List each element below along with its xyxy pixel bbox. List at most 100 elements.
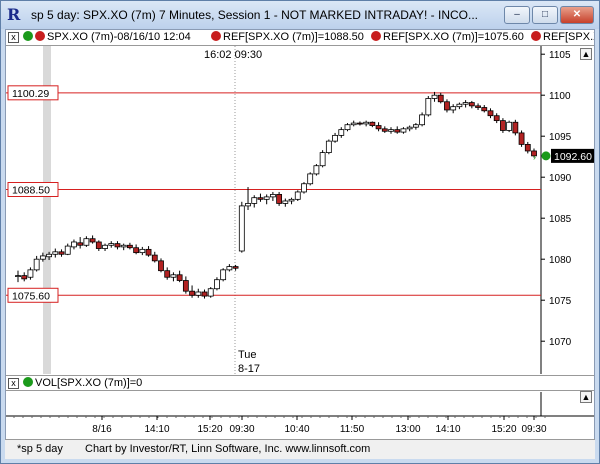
price-pane [6, 46, 594, 376]
x-tick-label: 11:50 [340, 424, 365, 435]
candle-body [145, 248, 152, 256]
legend-close-button[interactable]: x [8, 32, 19, 43]
chart-tab[interactable]: *sp 5 day [17, 443, 63, 455]
candle-body [512, 121, 519, 134]
candle-body [431, 94, 438, 99]
candle-body [288, 198, 295, 202]
candle-body [307, 173, 314, 185]
y-tick-label: 1085 [549, 214, 572, 225]
scale-down-button[interactable]: ▲ [580, 391, 592, 403]
series-status-icon [23, 31, 33, 41]
candle-body [282, 200, 289, 204]
candle-body [462, 102, 469, 105]
candle-body [493, 115, 500, 122]
candle-body [350, 122, 357, 126]
candle-body [500, 120, 506, 131]
y-tick-label: 1075 [549, 296, 572, 307]
candle-body [232, 266, 239, 269]
session-separator-band [43, 46, 51, 374]
x-tick-label: 8/16 [92, 424, 112, 435]
candle-body [58, 251, 65, 255]
candle-body [487, 110, 494, 117]
candle-body [381, 128, 388, 132]
candle-body [39, 255, 46, 260]
candlestick-chart[interactable]: 1070 1075 1080 1085 1090 1095 1100 1105 1100.29 1… [6, 46, 594, 438]
y-tick-label: 1080 [549, 255, 572, 266]
maximize-button[interactable]: □ [532, 6, 558, 24]
candle-body [313, 165, 320, 175]
candle-body [394, 129, 401, 133]
candle-body [176, 274, 183, 281]
candle-body [437, 94, 444, 103]
candle-body [388, 129, 394, 132]
candle-body [139, 248, 146, 254]
minimize-button[interactable]: – [504, 6, 530, 24]
candle-body [77, 242, 84, 246]
legend-ref1[interactable]: REF[SPX.XO (7m)]=1088.50 [211, 31, 364, 43]
candle-body [46, 253, 52, 258]
candle-body [524, 144, 531, 152]
candle-body [400, 128, 407, 133]
volume-legend-row: x VOL[SPX.XO (7m)]=0 [6, 375, 594, 391]
candle-body [189, 290, 195, 296]
ref2-color-icon [371, 31, 381, 41]
candle-body [33, 258, 40, 271]
volume-close-button[interactable]: x [8, 378, 19, 389]
candle-body [52, 251, 59, 255]
candle-body [412, 124, 419, 128]
candle-body [102, 244, 108, 249]
close-button[interactable]: ✕ [560, 6, 594, 24]
candle-body [363, 121, 370, 125]
current-price-marker-icon [541, 151, 551, 161]
ref3-color-icon [531, 31, 541, 41]
candle-body [238, 205, 245, 252]
window-title: sp 5 day: SPX.XO (7m) 7 Minutes, Session… [31, 8, 479, 22]
candle-body [294, 191, 301, 200]
candle-body [475, 105, 481, 108]
day-marker-day: Tue [238, 349, 257, 361]
candle-body [64, 245, 71, 255]
legend-main[interactable]: SPX.XO (7m)-08/16/10 12:04 [23, 31, 191, 43]
candle-body [257, 197, 264, 200]
volume-pane [6, 392, 594, 438]
current-price-label: 1092.60 [554, 151, 592, 163]
candle-body [83, 238, 90, 246]
reference-label-box [7, 287, 59, 303]
candle-body [114, 243, 121, 248]
candle-body [27, 269, 34, 278]
candle-body [245, 203, 251, 207]
scale-up-button[interactable]: ▲ [580, 48, 592, 60]
legend-ref2[interactable]: REF[SPX.XO (7m)]=1075.60 [371, 31, 524, 43]
legend-volume[interactable]: VOL[SPX.XO (7m)]=0 [23, 377, 142, 389]
legend-main-label: SPX.XO (7m)-08/16/10 12:04 [47, 31, 191, 43]
candle-body [425, 98, 432, 116]
series-color-icon [35, 31, 45, 41]
candle-body [71, 241, 77, 248]
day-marker-date: 8-17 [238, 363, 260, 375]
legend-ref3-label: REF[SPX.X [543, 31, 594, 43]
candle-body [89, 238, 96, 243]
candle-body [21, 275, 28, 280]
candle-body [450, 106, 457, 111]
candle-body [406, 126, 413, 130]
x-tick-label: 15:20 [197, 424, 222, 435]
legend-volume-label: VOL[SPX.XO (7m)]=0 [35, 377, 143, 389]
candle-body [456, 103, 463, 108]
x-tick-label: 13:00 [395, 424, 420, 435]
candle-body [170, 274, 177, 278]
price-legend-row: x SPX.XO (7m)-08/16/10 12:04 REF[SPX.XO … [6, 30, 594, 46]
title-bar[interactable]: R sp 5 day: SPX.XO (7m) 7 Minutes, Sessi… [1, 1, 599, 29]
candle-body [151, 254, 158, 262]
candle-body [214, 279, 220, 290]
candle-body [276, 194, 283, 204]
candle-body [201, 291, 208, 297]
candle-body [108, 243, 115, 246]
candle-body [419, 114, 425, 126]
legend-ref3[interactable]: REF[SPX.X [531, 31, 594, 43]
reference-label-box [7, 85, 59, 101]
status-bar: *sp 5 day Chart by Investor/RT, Linn Sof… [5, 439, 595, 459]
app-logo-icon: R [7, 5, 21, 24]
price-arrow-icon: › [533, 152, 536, 162]
candle-body [133, 247, 140, 254]
